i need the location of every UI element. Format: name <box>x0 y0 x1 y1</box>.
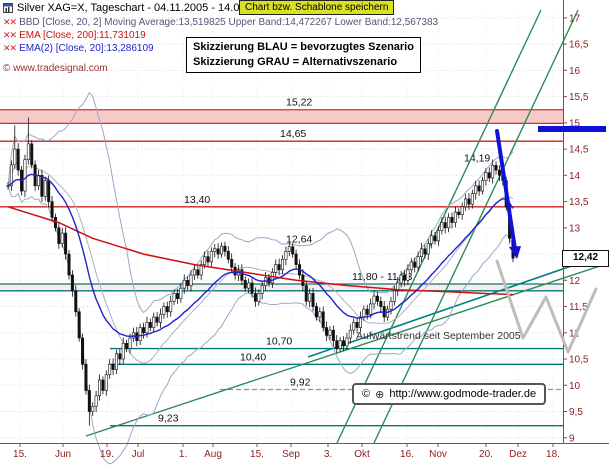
scenario-line-blue: Skizzierung BLAU = bevorzugtes Szenario <box>193 41 414 53</box>
svg-text:9,23: 9,23 <box>158 413 179 425</box>
svg-text:Jul: Jul <box>132 449 145 460</box>
svg-text:Aufwärtstrend seit September 2: Aufwärtstrend seit September 2005 <box>356 330 521 342</box>
svg-text:Okt: Okt <box>354 449 370 460</box>
watermark-url: http://www.godmode-trader.de <box>389 388 537 400</box>
indicator-legend: ✕✕ BBD [Close, 20, 2] Moving Average:13,5… <box>3 17 438 56</box>
x-axis[interactable]: 15. Jun 19. Jul 1. Aug 15. Sep 3. Okt 16. Nov 20. Dez… <box>0 443 609 460</box>
svg-text:Dez: Dez <box>509 449 527 460</box>
svg-text:10,40: 10,40 <box>240 351 266 363</box>
svg-text:3.: 3. <box>324 449 332 460</box>
legend-ema200-label: EMA [Close, 200]:11,731019 <box>19 30 146 41</box>
svg-text:9: 9 <box>569 433 575 444</box>
legend-row-ema20: ✕✕ EMA(2) [Close, 20]:13,286109 <box>3 43 438 56</box>
y-axis[interactable]: 1716,51615,51514,51413,51312,51211,51110… <box>563 0 589 444</box>
candlestick-series-layer <box>6 91 515 465</box>
svg-text:12: 12 <box>569 276 581 287</box>
svg-text:Aug: Aug <box>204 449 222 460</box>
svg-text:1.: 1. <box>179 449 187 460</box>
tradesignal-copyright: © www.tradesignal.com <box>3 63 108 74</box>
window-icon <box>3 2 13 13</box>
svg-text:19.: 19. <box>100 449 114 460</box>
save-template-button[interactable]: Chart bzw. Schablone speichern <box>239 0 395 15</box>
svg-text:13,40: 13,40 <box>184 194 210 206</box>
svg-text:14,65: 14,65 <box>280 128 306 140</box>
trendline-layer <box>85 9 609 444</box>
svg-text:11: 11 <box>569 328 580 339</box>
svg-text:15.: 15. <box>250 449 264 460</box>
scenario-drawings-layer: Aufwärtstrend seit September 2005 <box>356 126 606 354</box>
svg-text:16: 16 <box>569 66 581 77</box>
scenario-note-box: Skizzierung BLAU = bevorzugtes Szenario … <box>186 37 421 73</box>
svg-text:9,92: 9,92 <box>290 376 311 388</box>
godmode-watermark: © ⊕ http://www.godmode-trader.de <box>352 383 547 405</box>
remove-indicator-icon[interactable]: ✕✕ <box>3 30 17 40</box>
svg-text:10,5: 10,5 <box>569 355 589 366</box>
legend-ema20-label: EMA(2) [Close, 20]:13,286109 <box>19 43 154 54</box>
svg-text:14,5: 14,5 <box>569 145 589 156</box>
svg-text:15.: 15. <box>13 449 27 460</box>
svg-text:11,5: 11,5 <box>569 302 588 313</box>
svg-text:Jun: Jun <box>55 449 71 460</box>
svg-text:17: 17 <box>569 13 581 24</box>
legend-bollinger-label: BBD [Close, 20, 2] Moving Average:13,519… <box>19 17 439 28</box>
svg-text:18.: 18. <box>546 449 560 460</box>
svg-text:15,22: 15,22 <box>286 97 312 109</box>
svg-text:9,5: 9,5 <box>569 407 583 418</box>
scenario-line-gray: Skizzierung GRAU = Alternativszenario <box>193 56 398 68</box>
svg-text:15: 15 <box>569 118 581 129</box>
svg-text:10: 10 <box>569 381 581 392</box>
svg-text:Sep: Sep <box>282 449 300 460</box>
svg-text:13: 13 <box>569 223 581 234</box>
svg-text:14: 14 <box>569 171 581 182</box>
svg-text:Nov: Nov <box>429 449 447 460</box>
globe-icon: ⊕ <box>375 388 385 401</box>
title-bar: Silver XAG=X, Tageschart - 04.11.2005 - … <box>0 0 609 15</box>
remove-indicator-icon[interactable]: ✕✕ <box>3 43 17 53</box>
current-price-badge: 12,42 <box>562 250 609 267</box>
svg-text:20.: 20. <box>479 449 493 460</box>
copyright-symbol: © <box>362 388 371 400</box>
svg-text:10,70: 10,70 <box>266 336 292 348</box>
svg-text:12,64: 12,64 <box>286 234 312 246</box>
svg-text:13,5: 13,5 <box>569 197 589 208</box>
window-title: Silver XAG=X, Tageschart - 04.11.2005 - … <box>17 1 240 14</box>
grid-layer <box>0 10 563 443</box>
svg-text:14,19: 14,19 <box>464 152 490 164</box>
svg-text:16,5: 16,5 <box>569 40 589 51</box>
remove-indicator-icon[interactable]: ✕✕ <box>3 17 17 27</box>
svg-text:15,5: 15,5 <box>569 92 589 103</box>
legend-row-ema200: ✕✕ EMA [Close, 200]:11,731019 <box>3 30 438 43</box>
svg-text:16.: 16. <box>400 449 414 460</box>
legend-row-bollinger: ✕✕ BBD [Close, 20, 2] Moving Average:13,5… <box>3 17 438 30</box>
